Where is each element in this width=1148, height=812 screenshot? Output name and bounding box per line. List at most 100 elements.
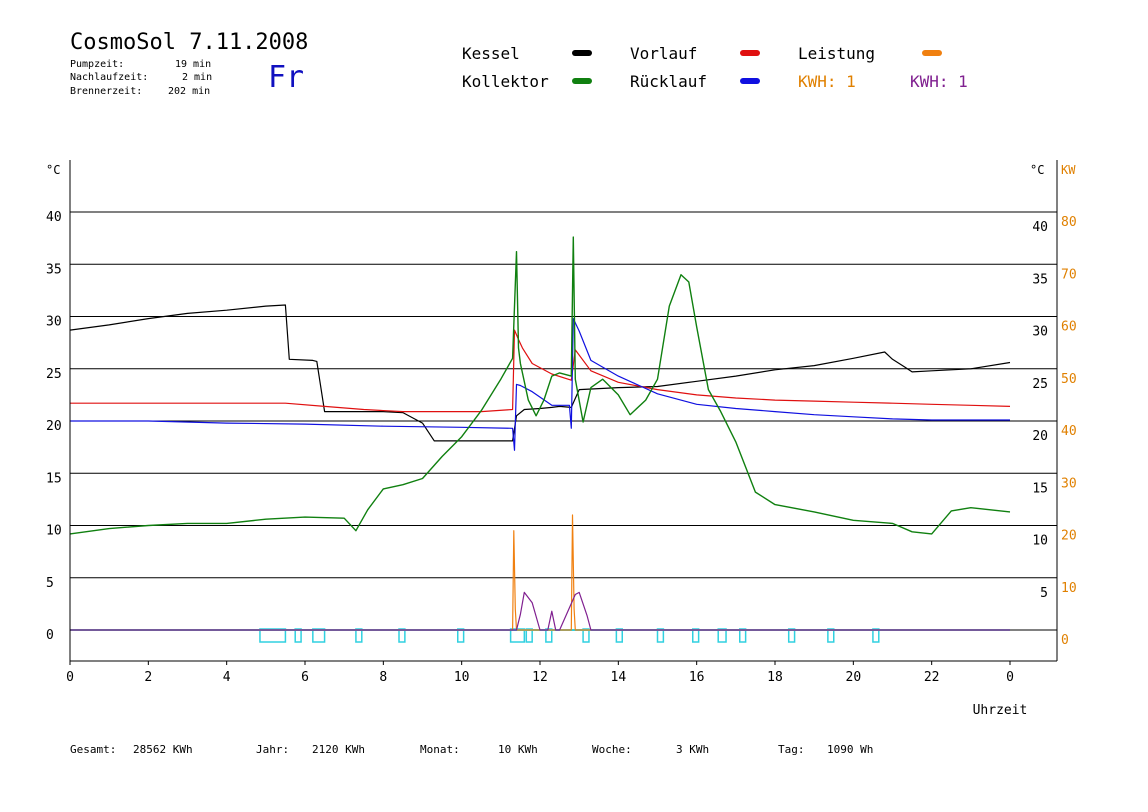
y-axis-right-power-title: KW: [1061, 163, 1076, 177]
legend-kollektor-label: Kollektor: [462, 72, 549, 91]
y-tick-right-power-label: 80: [1061, 215, 1077, 230]
footer-woche-value: 3 KWh: [676, 743, 710, 756]
y-tick-right-power-label: 20: [1061, 529, 1077, 544]
x-tick-label: 22: [924, 670, 940, 685]
legend-vorlauf-label: Vorlauf: [630, 44, 698, 63]
y-tick-right-temp-label: 30: [1032, 325, 1048, 340]
x-tick-label: 16: [689, 670, 705, 685]
pump-interval: [717, 628, 727, 643]
series-lines: [69, 236, 1011, 631]
y-tick-right-power-label: 30: [1061, 476, 1077, 491]
y-tick-left-label: 25: [46, 367, 62, 382]
weekday-label: Fr: [268, 60, 305, 95]
y-tick-left-label: 35: [46, 262, 62, 277]
y-tick-left-label: 40: [46, 210, 62, 225]
y-tick-right-power-label: 40: [1061, 424, 1077, 439]
legend-leistung-swatch: [922, 50, 942, 56]
footer-woche-label: Woche:: [592, 743, 632, 756]
pump-interval: [259, 628, 287, 643]
footer-tag-label: Tag:: [778, 743, 805, 756]
pump-interval: [739, 628, 747, 643]
stat-pumpzeit-label: Pumpzeit:: [70, 59, 125, 70]
legend-kessel-swatch: [572, 50, 592, 56]
series-line-leistung: [70, 514, 1010, 631]
y-tick-right-power-label: 10: [1061, 581, 1077, 596]
stat-nachlaufzeit-label: Nachlaufzeit:: [70, 72, 149, 83]
pump-interval: [525, 628, 533, 643]
stat-brennerzeit-value: 202 min: [168, 86, 211, 97]
x-tick-label: 2: [144, 670, 152, 685]
y-tick-right-temp-label: 15: [1032, 481, 1048, 496]
stat-pumpzeit-value: 19 min: [175, 59, 212, 70]
legend-kollektor-swatch: [572, 78, 592, 84]
axis-labels: 0 2 4 6 8 10 12 14 16 18 20 22 0 Uhrzeit °C °C KW 40 35 30 2…: [46, 163, 1077, 718]
pump-interval: [312, 628, 326, 643]
series-line-kollektor: [69, 236, 1011, 535]
x-tick-label: 12: [532, 670, 548, 685]
y-tick-right-temp-label: 10: [1032, 534, 1048, 549]
x-tick-label: 4: [223, 670, 231, 685]
x-tick-label: 0: [66, 670, 74, 685]
x-tick-label: 6: [301, 670, 309, 685]
pump-interval: [615, 628, 623, 643]
y-tick-right-power-label: 60: [1061, 320, 1077, 335]
legend-ruecklauf-label: Rücklauf: [630, 72, 708, 91]
pump-interval: [827, 628, 835, 643]
pump-interval: [872, 628, 880, 643]
pump-interval: [787, 628, 796, 643]
legend-vorlauf-swatch: [740, 50, 760, 56]
x-tick-label: 20: [846, 670, 862, 685]
y-tick-left-label: 0: [46, 628, 54, 643]
pump-interval: [582, 628, 590, 643]
stat-nachlaufzeit-value: 2 min: [182, 72, 213, 83]
y-tick-right-temp-label: 35: [1032, 272, 1048, 287]
pump-intervals: [70, 628, 1057, 643]
chart-title: CosmoSol 7.11.2008: [70, 30, 309, 55]
legend-ruecklauf-swatch: [740, 78, 760, 84]
y-tick-right-power-label: 70: [1061, 267, 1077, 282]
stat-brennerzeit-label: Brennerzeit:: [70, 86, 143, 97]
y-tick-left-label: 20: [46, 419, 62, 434]
series-line-kwh-linie: [70, 591, 1010, 631]
grid-lines: [70, 211, 1057, 579]
pump-interval: [545, 628, 553, 643]
y-tick-left-label: 10: [46, 524, 62, 539]
pump-interval: [457, 628, 465, 643]
y-tick-right-temp-label: 20: [1032, 429, 1048, 444]
y-axis-right-temp-title: °C: [1030, 163, 1044, 177]
footer-jahr-value: 2120 KWh: [312, 743, 365, 756]
footer-jahr-label: Jahr:: [256, 743, 290, 756]
legend-kessel-label: Kessel: [462, 44, 520, 63]
y-tick-right-temp-label: 5: [1040, 586, 1048, 601]
footer-monat-value: 10 KWh: [498, 743, 538, 756]
x-tick-label: 8: [379, 670, 387, 685]
pump-interval: [692, 628, 700, 643]
pump-interval: [509, 628, 526, 643]
axes: [69, 160, 1058, 665]
x-tick-label: 14: [611, 670, 627, 685]
footer-monat-label: Monat:: [420, 743, 460, 756]
pump-interval: [656, 628, 665, 643]
y-tick-left-label: 5: [46, 576, 54, 591]
series-line-ruecklauf: [70, 318, 1010, 451]
x-tick-label: 10: [454, 670, 470, 685]
y-tick-right-power-label: 50: [1061, 372, 1077, 387]
pump-interval: [355, 628, 363, 643]
y-tick-right-temp-label: 40: [1032, 220, 1048, 235]
y-axis-left-title: °C: [46, 163, 60, 177]
footer-tag-value: 1090 Wh: [827, 743, 874, 756]
kwh-leistung-label: KWH: 1: [798, 72, 856, 91]
y-tick-right-power-label: 0: [1061, 633, 1069, 648]
kwh-total-label: KWH: 1: [910, 72, 968, 91]
y-tick-left-label: 30: [46, 315, 62, 330]
series-line-vorlauf: [70, 329, 1011, 413]
footer-gesamt-value: 28562 KWh: [133, 743, 193, 756]
x-axis-title: Uhrzeit: [973, 703, 1028, 718]
footer-gesamt-label: Gesamt:: [70, 743, 117, 756]
y-tick-right-temp-label: 25: [1032, 377, 1048, 392]
x-tick-label: 18: [767, 670, 783, 685]
pump-interval: [398, 628, 406, 643]
legend-leistung-label: Leistung: [798, 44, 876, 63]
pump-interval: [294, 628, 302, 643]
